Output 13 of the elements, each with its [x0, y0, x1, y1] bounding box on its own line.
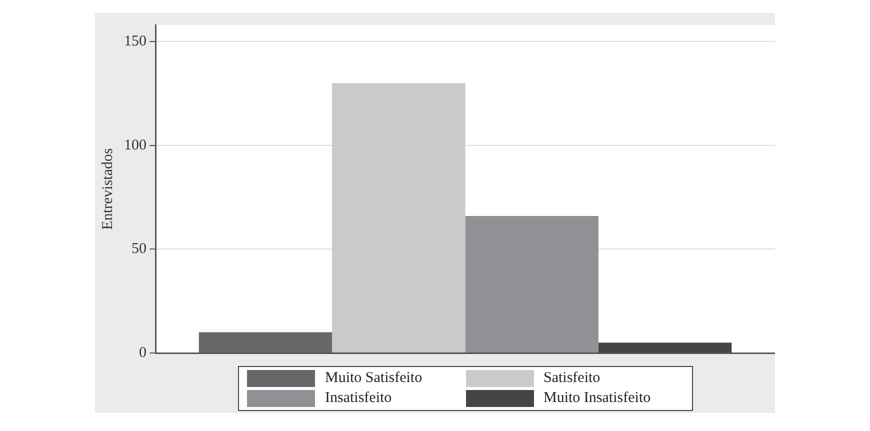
legend-label: Muito Insatisfeito	[544, 390, 651, 407]
legend-label: Insatisfeito	[325, 390, 392, 407]
y-axis-title: Entrevistados	[100, 148, 116, 230]
bar	[198, 332, 332, 352]
legend-label: Satisfeito	[544, 370, 600, 387]
y-tick-label: 100	[124, 137, 146, 154]
y-tick-label: 150	[124, 34, 146, 50]
legend-label: Muito Satisfeito	[325, 370, 422, 387]
bar	[465, 216, 598, 352]
bar	[332, 83, 466, 352]
y-tick-label: 50	[132, 241, 146, 258]
y-tick-label: 0	[139, 344, 146, 361]
bar	[598, 342, 732, 352]
